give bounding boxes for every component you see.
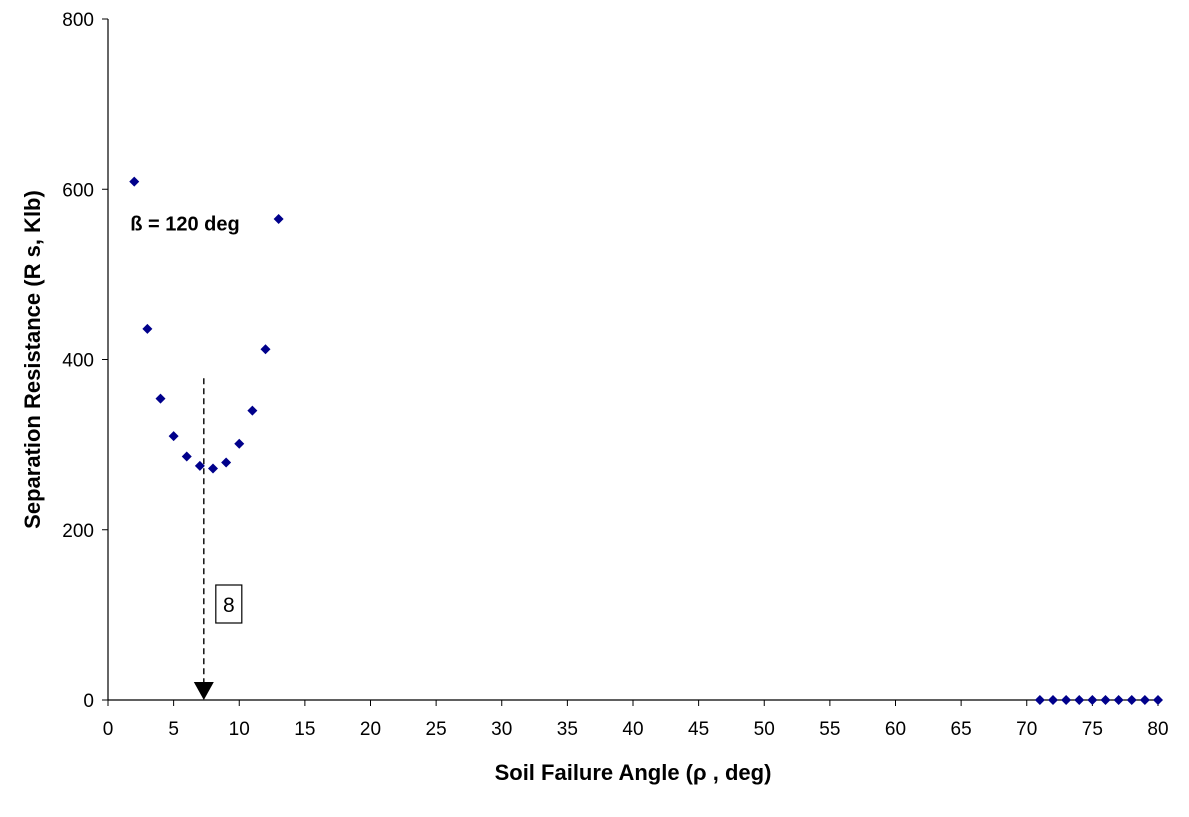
data-point (1139, 695, 1150, 705)
data-point (129, 176, 140, 187)
data-point (181, 451, 192, 462)
data-point (1034, 695, 1045, 705)
x-tick-label: 55 (819, 719, 840, 740)
data-point (247, 405, 258, 416)
axes (107, 19, 1158, 701)
data-point (142, 323, 153, 334)
callout-label: 8 (223, 594, 235, 617)
data-point (1061, 695, 1072, 705)
x-tick-label: 5 (168, 719, 179, 740)
data-point (168, 431, 179, 442)
data-point (1087, 695, 1098, 705)
x-tick-label: 70 (1016, 719, 1037, 740)
data-point (1113, 695, 1124, 705)
y-tick-label: 400 (62, 351, 94, 372)
x-tick-label: 30 (491, 719, 512, 740)
x-tick-label: 45 (688, 719, 709, 740)
x-tick-label: 40 (622, 719, 643, 740)
data-point (221, 457, 232, 468)
y-axis-ticks: 0 200 400 600 800 (62, 10, 108, 712)
data-point (208, 463, 218, 474)
x-tick-label: 0 (103, 719, 114, 740)
data-point (1153, 695, 1163, 705)
data-point (260, 344, 271, 355)
annotations: ß = 120 deg (130, 213, 240, 235)
arrow-down-icon (193, 682, 214, 700)
y-tick-label: 800 (62, 10, 94, 31)
x-tick-label: 10 (229, 719, 250, 740)
x-axis-ticks: 0 5 10 15 20 25 30 35 40 45 50 55 60 65 70 75 80 (103, 700, 1169, 740)
x-tick-label: 15 (294, 719, 315, 740)
data-point (1126, 695, 1137, 705)
x-tick-label: 75 (1082, 719, 1103, 740)
data-series (129, 176, 1163, 705)
callout-box (215, 584, 243, 624)
data-point (273, 214, 284, 225)
x-tick-label: 25 (426, 719, 447, 740)
data-point (1048, 695, 1058, 705)
y-tick-label: 0 (83, 691, 94, 712)
x-tick-label: 35 (557, 719, 578, 740)
x-axis-title: Soil Failure Angle (ρ , deg) (495, 760, 772, 785)
callout-arrow: 8 (193, 378, 243, 700)
y-tick-label: 200 (62, 521, 94, 542)
x-tick-label: 65 (951, 719, 972, 740)
data-point (155, 393, 166, 404)
x-tick-label: 60 (885, 719, 906, 740)
data-point (1074, 695, 1085, 705)
x-tick-label: 80 (1147, 719, 1168, 740)
data-point (1100, 695, 1111, 705)
data-point (194, 460, 205, 471)
x-tick-label: 20 (360, 719, 381, 740)
x-tick-label: 50 (754, 719, 775, 740)
y-tick-label: 600 (62, 180, 94, 201)
y-axis-title: Separation Resistance (R s, Klb) (20, 190, 45, 529)
data-point (234, 438, 245, 449)
beta-annotation: ß = 120 deg (130, 213, 240, 235)
